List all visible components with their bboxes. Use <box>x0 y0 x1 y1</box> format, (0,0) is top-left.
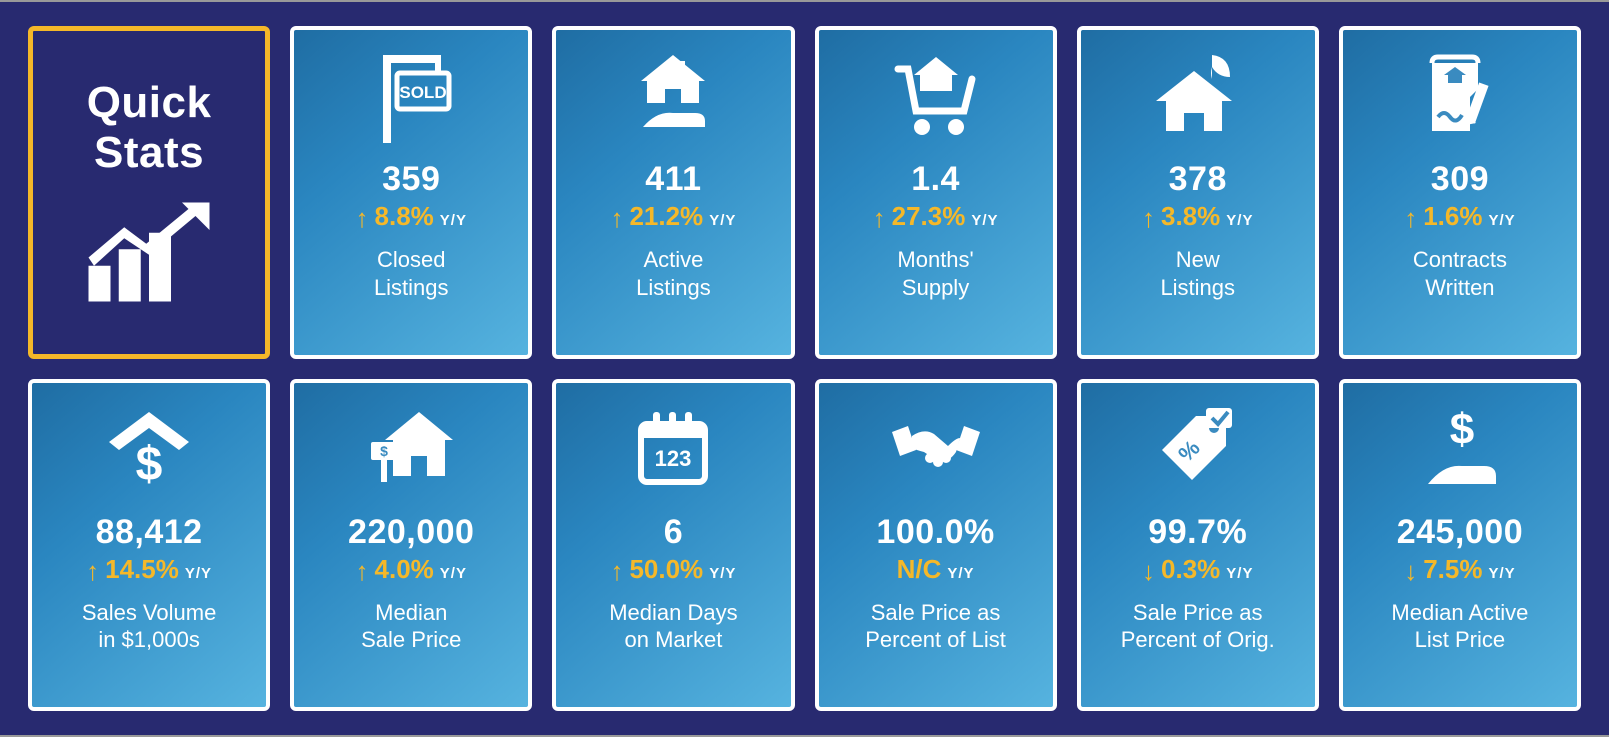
stat-change: N/C Y/Y <box>897 554 975 585</box>
change-value: 21.2% <box>629 201 703 232</box>
stat-value: 88,412 <box>96 513 203 552</box>
stat-change: ↑ 50.0% Y/Y <box>610 554 736 585</box>
svg-text:$: $ <box>380 443 388 459</box>
arrow-icon: ↓ <box>1404 558 1417 584</box>
stat-card: SOLD 359 ↑ 8.8% Y/Y Closed Listings <box>290 26 532 359</box>
quick-stats-header-card: Quick Stats <box>28 26 270 359</box>
yy-suffix: Y/Y <box>440 212 467 232</box>
stat-value: 99.7% <box>1148 513 1247 552</box>
yy-suffix: Y/Y <box>1226 212 1253 232</box>
stat-change: ↓ 7.5% Y/Y <box>1404 554 1515 585</box>
arrow-icon: ↑ <box>356 558 369 584</box>
stat-change: ↑ 4.0% Y/Y <box>356 554 467 585</box>
stat-value: 100.0% <box>876 513 994 552</box>
tag-percent-icon: % <box>1143 397 1253 507</box>
change-value: 1.6% <box>1423 201 1482 232</box>
change-value: 0.3% <box>1161 554 1220 585</box>
stat-label: Closed Listings <box>374 246 449 301</box>
stat-value: 359 <box>382 160 440 199</box>
svg-text:$: $ <box>1450 405 1474 454</box>
stat-label: Active Listings <box>636 246 711 301</box>
stat-value: 378 <box>1169 160 1227 199</box>
yy-suffix: Y/Y <box>185 565 212 585</box>
arrow-icon: ↑ <box>1142 205 1155 231</box>
change-value: 14.5% <box>105 554 179 585</box>
stat-value: 220,000 <box>348 513 474 552</box>
arrow-icon: ↓ <box>1142 558 1155 584</box>
stat-label: Contracts Written <box>1413 246 1507 301</box>
stat-value: 411 <box>645 160 701 199</box>
stat-value: 1.4 <box>911 160 960 199</box>
stat-change: ↑ 14.5% Y/Y <box>86 554 212 585</box>
stat-card: % 99.7% ↓ 0.3% Y/Y Sale Price as Percent… <box>1077 379 1319 712</box>
stat-value: 6 <box>664 513 683 552</box>
stat-change: ↑ 21.2% Y/Y <box>610 201 736 232</box>
arrow-icon: ↑ <box>1404 205 1417 231</box>
stat-label: Sale Price as Percent of Orig. <box>1121 599 1275 654</box>
arrow-icon: ↑ <box>356 205 369 231</box>
stat-card: 309 ↑ 1.6% Y/Y Contracts Written <box>1339 26 1581 359</box>
stat-value: 245,000 <box>1397 513 1523 552</box>
yy-suffix: Y/Y <box>440 565 467 585</box>
header-title: Quick Stats <box>43 78 255 179</box>
arrow-icon: ↑ <box>873 205 886 231</box>
stat-card: 1.4 ↑ 27.3% Y/Y Months' Supply <box>815 26 1057 359</box>
stat-label: Sale Price as Percent of List <box>865 599 1006 654</box>
arrow-icon: ↑ <box>610 558 623 584</box>
change-value: N/C <box>897 554 942 585</box>
dollar-hand-icon: $ <box>1405 397 1515 507</box>
sold-sign-icon: SOLD <box>356 44 466 154</box>
stat-change: ↑ 8.8% Y/Y <box>356 201 467 232</box>
stat-change: ↓ 0.3% Y/Y <box>1142 554 1253 585</box>
stat-label: Median Sale Price <box>361 599 461 654</box>
stat-change: ↑ 1.6% Y/Y <box>1404 201 1515 232</box>
yy-suffix: Y/Y <box>1226 565 1253 585</box>
stat-card: 100.0% N/C Y/Y Sale Price as Percent of … <box>815 379 1057 712</box>
house-leaf-icon <box>1143 44 1253 154</box>
change-value: 7.5% <box>1423 554 1482 585</box>
arrow-icon: ↑ <box>610 205 623 231</box>
change-value: 50.0% <box>629 554 703 585</box>
yy-suffix: Y/Y <box>709 565 736 585</box>
stat-label: Months' Supply <box>897 246 973 301</box>
yy-suffix: Y/Y <box>947 565 974 585</box>
yy-suffix: Y/Y <box>709 212 736 232</box>
stat-change: ↑ 3.8% Y/Y <box>1142 201 1253 232</box>
arrow-icon: ↑ <box>86 558 99 584</box>
yy-suffix: Y/Y <box>1488 565 1515 585</box>
calendar-123-icon: 123 <box>618 397 728 507</box>
house-price-icon: $ <box>356 397 466 507</box>
change-value: 8.8% <box>375 201 434 232</box>
chart-up-icon <box>74 197 224 307</box>
change-value: 3.8% <box>1161 201 1220 232</box>
stat-label: Median Active List Price <box>1391 599 1528 654</box>
dollar-roof-icon: $ <box>94 397 204 507</box>
stat-card: 123 6 ↑ 50.0% Y/Y Median Days on Market <box>552 379 794 712</box>
house-hand-icon <box>618 44 728 154</box>
change-value: 27.3% <box>892 201 966 232</box>
stats-grid: Quick Stats SOLD 359 ↑ 8.8% <box>28 26 1581 711</box>
yy-suffix: Y/Y <box>1488 212 1515 232</box>
stat-card: $ 220,000 ↑ 4.0% Y/Y Median Sale Price <box>290 379 532 712</box>
stat-card: 378 ↑ 3.8% Y/Y New Listings <box>1077 26 1319 359</box>
stat-label: Sales Volume in $1,000s <box>82 599 217 654</box>
stat-label: New Listings <box>1160 246 1235 301</box>
stat-card: $ 245,000 ↓ 7.5% Y/Y Median Active List … <box>1339 379 1581 712</box>
yy-suffix: Y/Y <box>971 212 998 232</box>
contract-pen-icon <box>1405 44 1515 154</box>
svg-text:SOLD: SOLD <box>400 83 447 102</box>
handshake-icon <box>881 397 991 507</box>
svg-text:$: $ <box>136 438 163 491</box>
change-value: 4.0% <box>375 554 434 585</box>
stat-label: Median Days on Market <box>609 599 737 654</box>
cart-house-icon <box>881 44 991 154</box>
stat-change: ↑ 27.3% Y/Y <box>873 201 999 232</box>
stat-card: $ 88,412 ↑ 14.5% Y/Y Sales Volume in $1,… <box>28 379 270 712</box>
svg-text:123: 123 <box>655 446 692 471</box>
stat-value: 309 <box>1431 160 1489 199</box>
stat-card: 411 ↑ 21.2% Y/Y Active Listings <box>552 26 794 359</box>
